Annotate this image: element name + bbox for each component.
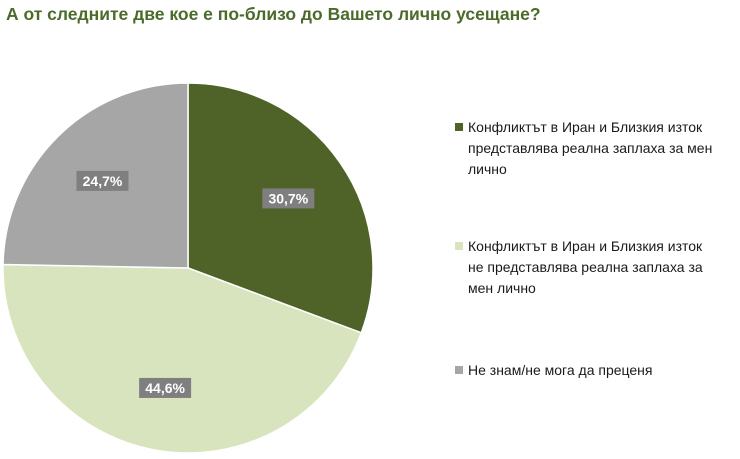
data-label-dont-know-box	[76, 170, 129, 191]
legend-item-threat: Конфликтът в Иран и Близкия изток предст…	[455, 117, 718, 180]
legend-swatch-threat	[455, 123, 463, 131]
legend-swatch-no-threat	[455, 242, 463, 250]
data-label-dont-know-text: 24,7%	[83, 173, 123, 189]
data-label-threat-box	[262, 188, 315, 209]
legend-label-dont-know: Не знам/не мога да преценя	[468, 362, 653, 378]
data-label-no-threat-box	[139, 377, 192, 398]
pie-slice-no-threat	[2, 263, 363, 454]
data-label-threat: 30,7%	[262, 188, 315, 209]
data-label-threat-text: 30,7%	[268, 190, 308, 206]
data-label-dont-know: 24,7%	[76, 170, 129, 191]
data-label-no-threat-text: 44,6%	[145, 380, 185, 396]
legend-item-dont-know: Не знам/не мога да преценя	[455, 360, 718, 381]
legend-swatch-dont-know	[455, 366, 463, 374]
legend-label-threat: Конфликтът в Иран и Близкия изток предст…	[468, 119, 713, 177]
legend-label-no-threat: Конфликтът в Иран и Близкия изток не пре…	[468, 238, 703, 296]
chart-title: А от следните две кое е по-близо до Ваше…	[6, 4, 541, 24]
legend-item-no-threat: Конфликтът в Иран и Близкия изток не пре…	[455, 236, 718, 299]
data-label-no-threat: 44,6%	[139, 377, 192, 398]
